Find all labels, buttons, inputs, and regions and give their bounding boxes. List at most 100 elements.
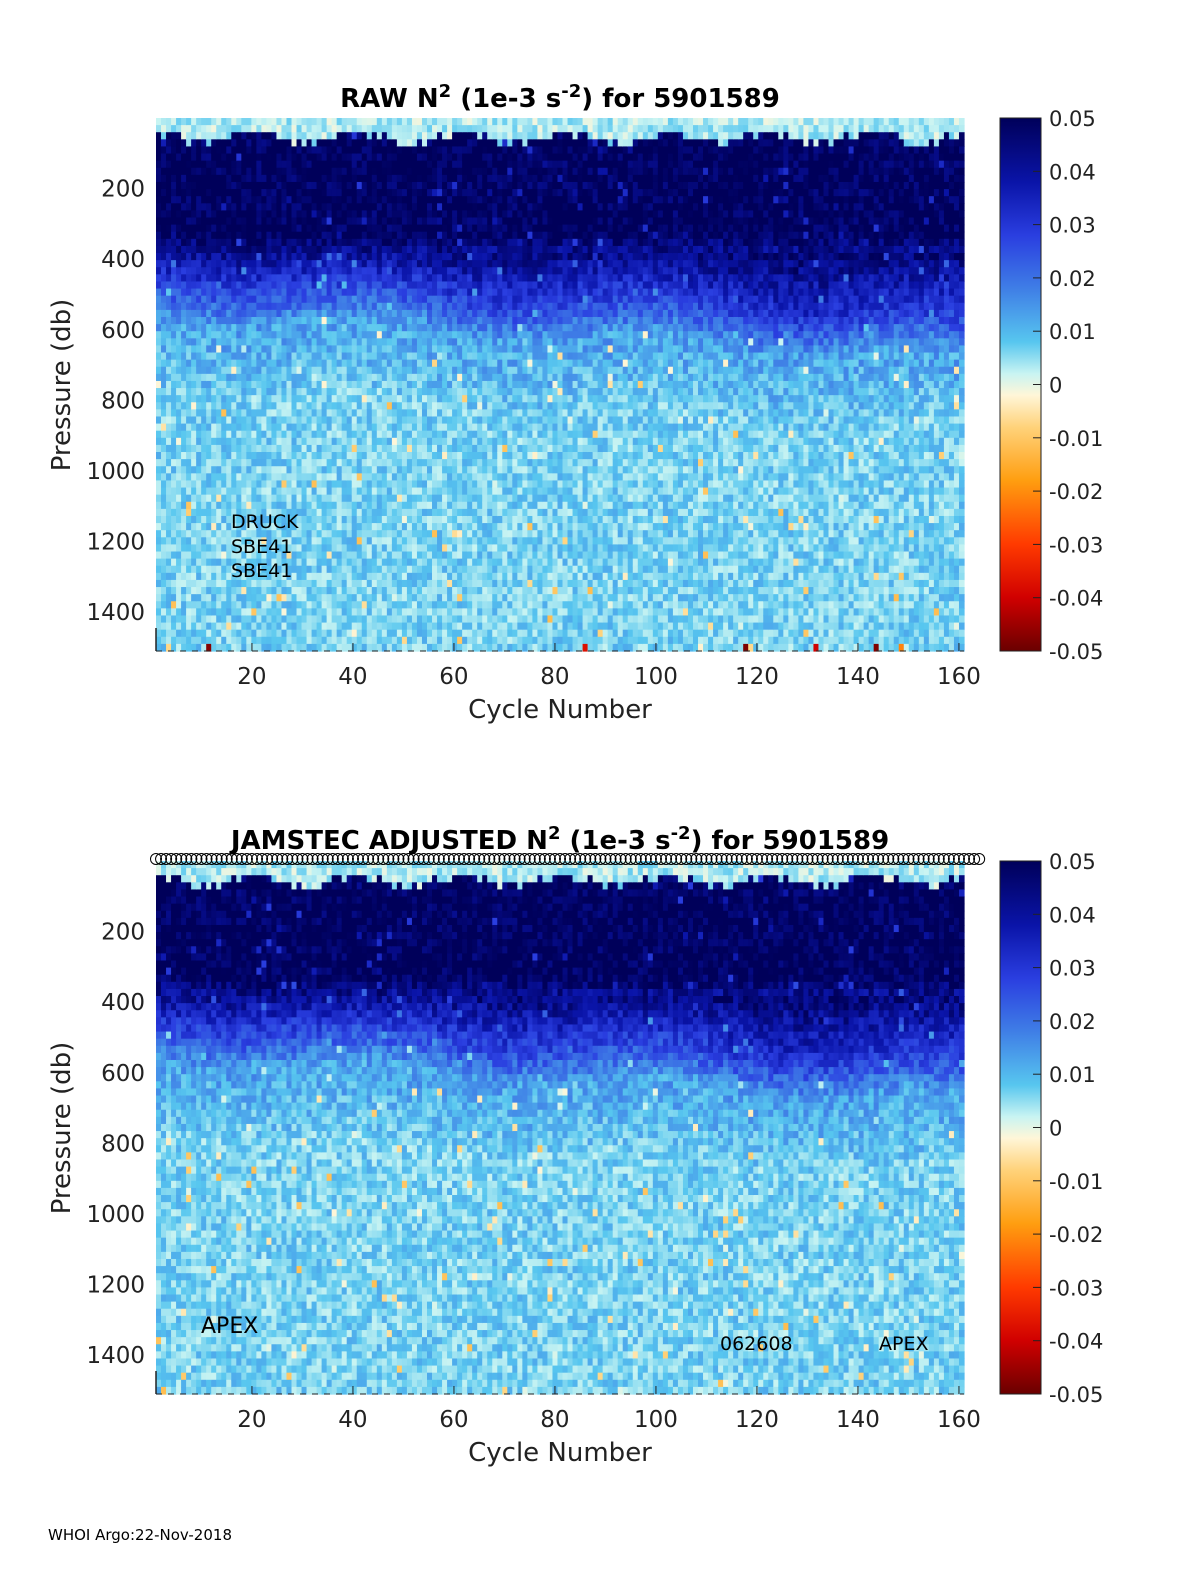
heatmap-cell xyxy=(196,388,202,396)
heatmap-cell xyxy=(166,559,172,567)
heatmap-cell xyxy=(387,132,393,140)
heatmap-cell xyxy=(372,324,378,332)
heatmap-cell xyxy=(362,630,368,638)
heatmap-cell xyxy=(231,317,237,325)
heatmap-cell xyxy=(226,324,232,332)
heatmap-cell xyxy=(402,488,408,496)
heatmap-cell xyxy=(427,217,433,225)
heatmap-cell xyxy=(221,473,227,481)
heatmap-cell xyxy=(377,566,383,574)
heatmap-cell xyxy=(337,395,343,403)
heatmap-cell xyxy=(477,566,483,574)
heatmap-cell xyxy=(246,488,252,496)
heatmap-cell xyxy=(467,374,473,382)
heatmap-cell xyxy=(297,310,303,318)
heatmap-cell xyxy=(307,630,313,638)
heatmap-cell xyxy=(482,324,488,332)
heatmap-cell xyxy=(432,431,438,439)
heatmap-cell xyxy=(216,239,222,247)
heatmap-cell xyxy=(246,431,252,439)
heatmap-cell xyxy=(427,381,433,389)
heatmap-cell xyxy=(357,203,363,211)
heatmap-cell xyxy=(482,402,488,410)
heatmap-cell xyxy=(191,225,197,233)
heatmap-cell xyxy=(467,125,473,133)
heatmap-cell xyxy=(467,608,473,616)
heatmap-cell xyxy=(387,139,393,147)
heatmap-cell xyxy=(256,644,262,652)
heatmap-cell xyxy=(392,139,398,147)
heatmap-cell xyxy=(186,125,192,133)
heatmap-cell xyxy=(312,196,318,204)
heatmap-cell xyxy=(322,324,328,332)
heatmap-cell xyxy=(397,253,403,261)
heatmap-cell xyxy=(457,210,463,218)
heatmap-cell xyxy=(181,246,187,254)
heatmap-cell xyxy=(297,488,303,496)
heatmap-cell xyxy=(342,402,348,410)
heatmap-cell xyxy=(246,495,252,503)
heatmap-cell xyxy=(261,381,267,389)
heatmap-cell xyxy=(412,395,418,403)
heatmap-cell xyxy=(447,637,453,645)
heatmap-cell xyxy=(171,431,177,439)
heatmap-cell xyxy=(372,189,378,197)
heatmap-cell xyxy=(462,488,468,496)
heatmap-cell xyxy=(251,189,257,197)
heatmap-cell xyxy=(367,175,373,183)
heatmap-cell xyxy=(332,345,338,353)
heatmap-cell xyxy=(387,196,393,204)
heatmap-cell xyxy=(322,175,328,183)
heatmap-cell xyxy=(367,601,373,609)
heatmap-cell xyxy=(241,459,247,467)
heatmap-cell xyxy=(286,416,292,424)
heatmap-cell xyxy=(482,502,488,510)
heatmap-cell xyxy=(231,154,237,162)
heatmap-cell xyxy=(161,139,167,147)
heatmap-cell xyxy=(422,544,428,552)
heatmap-cell xyxy=(482,608,488,616)
heatmap-cell xyxy=(161,232,167,240)
heatmap-cell xyxy=(271,210,277,218)
heatmap-cell xyxy=(422,225,428,233)
heatmap-cell xyxy=(362,601,368,609)
heatmap-cell xyxy=(397,509,403,517)
heatmap-cell xyxy=(482,537,488,545)
heatmap-cell xyxy=(427,502,433,510)
heatmap-cell xyxy=(482,573,488,581)
heatmap-cell xyxy=(166,488,172,496)
heatmap-cell xyxy=(387,431,393,439)
heatmap-cell xyxy=(422,395,428,403)
heatmap-cell xyxy=(452,331,458,339)
heatmap-cell xyxy=(422,196,428,204)
heatmap-cell xyxy=(156,438,162,446)
heatmap-cell xyxy=(276,281,282,289)
heatmap-cell xyxy=(201,374,207,382)
heatmap-cell xyxy=(457,466,463,474)
heatmap-cell xyxy=(392,601,398,609)
heatmap-cell xyxy=(402,260,408,268)
heatmap-cell xyxy=(427,466,433,474)
heatmap-cell xyxy=(462,516,468,524)
heatmap-cell xyxy=(437,210,443,218)
heatmap-cell xyxy=(387,416,393,424)
heatmap-cell xyxy=(432,374,438,382)
heatmap-cell xyxy=(407,353,413,361)
heatmap-cell xyxy=(457,189,463,197)
heatmap-cell xyxy=(302,530,308,538)
heatmap-cell xyxy=(357,182,363,190)
heatmap-cell xyxy=(161,189,167,197)
heatmap-cell xyxy=(377,615,383,623)
heatmap-cell xyxy=(211,516,217,524)
heatmap-cell xyxy=(166,459,172,467)
heatmap-cell xyxy=(166,253,172,261)
heatmap-cell xyxy=(457,488,463,496)
heatmap-cell xyxy=(407,559,413,567)
heatmap-cell xyxy=(402,537,408,545)
heatmap-cell xyxy=(166,495,172,503)
heatmap-cell xyxy=(397,402,403,410)
heatmap-cell xyxy=(271,324,277,332)
heatmap-cell xyxy=(241,452,247,460)
heatmap-cell xyxy=(236,189,242,197)
heatmap-cell xyxy=(467,637,473,645)
